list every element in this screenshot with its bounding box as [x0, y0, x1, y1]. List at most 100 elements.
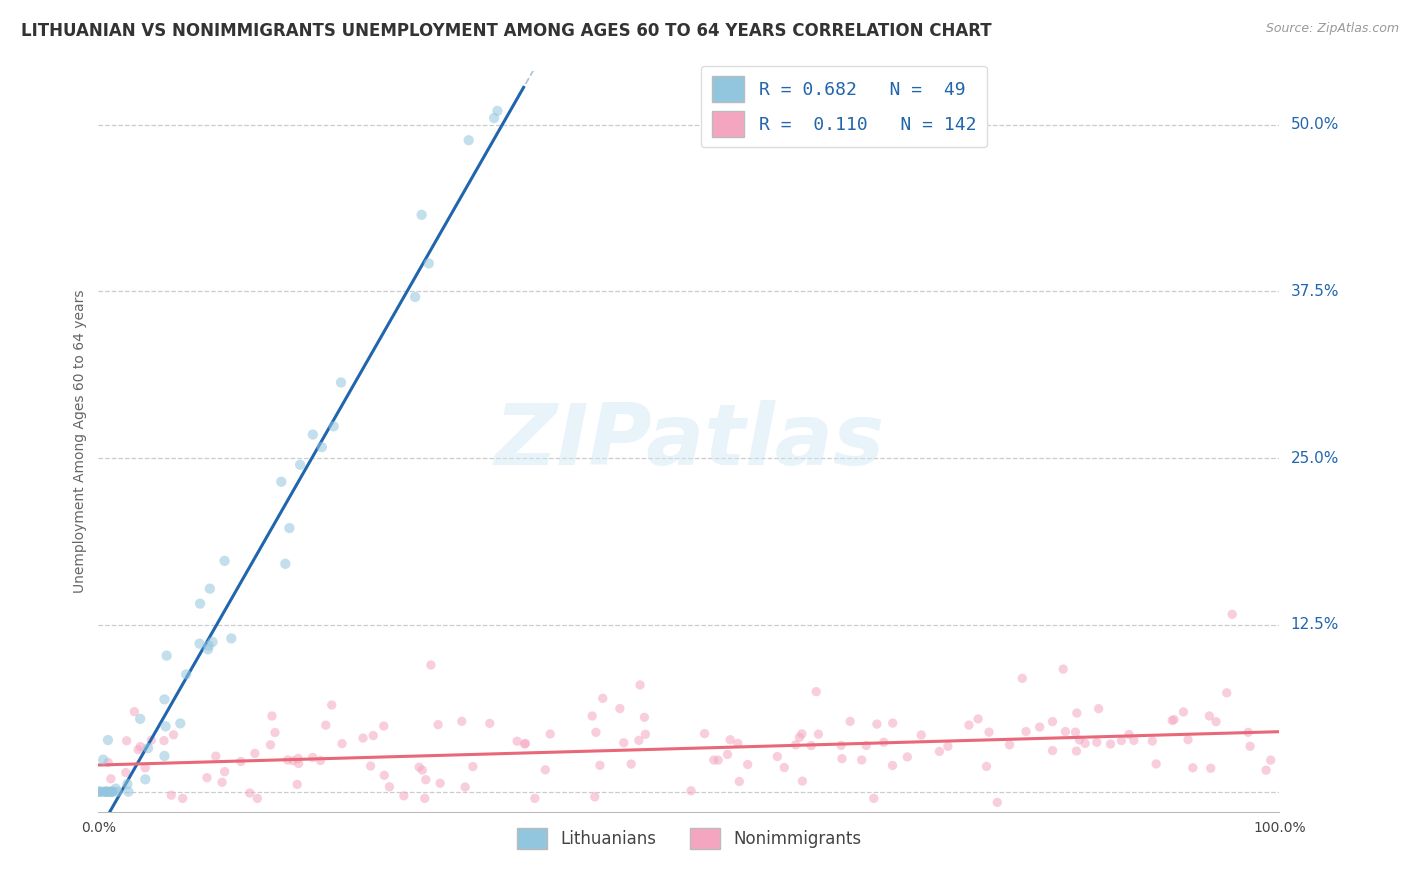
- Point: [1052, 662, 1074, 676]
- Point: [628, 678, 651, 692]
- Point: [855, 739, 877, 753]
- Point: [270, 475, 292, 489]
- Point: [278, 521, 301, 535]
- Point: [322, 419, 344, 434]
- Point: [896, 750, 918, 764]
- Point: [188, 637, 211, 651]
- Point: [352, 731, 374, 745]
- Point: [204, 749, 226, 764]
- Point: [830, 739, 852, 753]
- Point: [486, 103, 509, 118]
- Point: [411, 763, 433, 777]
- Text: Source: ZipAtlas.com: Source: ZipAtlas.com: [1265, 22, 1399, 36]
- Point: [408, 760, 430, 774]
- Point: [172, 791, 194, 805]
- Point: [792, 774, 814, 789]
- Point: [243, 747, 266, 761]
- Point: [129, 712, 152, 726]
- Point: [411, 208, 433, 222]
- Point: [807, 727, 830, 741]
- Point: [936, 739, 959, 754]
- Point: [274, 557, 297, 571]
- Point: [976, 759, 998, 773]
- Point: [221, 632, 243, 646]
- Point: [260, 709, 283, 723]
- Point: [201, 635, 224, 649]
- Point: [957, 718, 980, 732]
- Point: [330, 376, 353, 390]
- Point: [419, 657, 441, 672]
- Point: [360, 759, 382, 773]
- Point: [134, 772, 156, 787]
- Legend: Lithuanians, Nonimmigrants: Lithuanians, Nonimmigrants: [510, 822, 868, 855]
- Point: [718, 732, 741, 747]
- Point: [1118, 727, 1140, 741]
- Point: [785, 738, 807, 752]
- Point: [197, 642, 219, 657]
- Point: [100, 785, 122, 799]
- Point: [404, 290, 426, 304]
- Point: [378, 780, 401, 794]
- Point: [773, 760, 796, 774]
- Point: [97, 756, 120, 770]
- Text: ZIPatlas: ZIPatlas: [494, 400, 884, 483]
- Point: [1144, 756, 1167, 771]
- Point: [1066, 706, 1088, 720]
- Point: [94, 785, 117, 799]
- Point: [418, 256, 440, 270]
- Point: [716, 747, 738, 762]
- Text: 37.5%: 37.5%: [1291, 284, 1339, 299]
- Point: [1237, 725, 1260, 739]
- Point: [986, 796, 1008, 810]
- Point: [264, 725, 287, 739]
- Point: [155, 719, 177, 733]
- Point: [1142, 734, 1164, 748]
- Point: [287, 756, 309, 771]
- Point: [1220, 607, 1243, 622]
- Point: [156, 648, 179, 663]
- Point: [169, 716, 191, 731]
- Point: [134, 761, 156, 775]
- Y-axis label: Unemployment Among Ages 60 to 64 years: Unemployment Among Ages 60 to 64 years: [73, 290, 87, 593]
- Point: [1122, 733, 1144, 747]
- Point: [214, 764, 236, 779]
- Point: [1011, 671, 1033, 685]
- Point: [977, 725, 1000, 739]
- Point: [1216, 686, 1239, 700]
- Point: [707, 753, 730, 767]
- Point: [998, 738, 1021, 752]
- Point: [1254, 763, 1277, 777]
- Point: [839, 714, 862, 729]
- Text: LITHUANIAN VS NONIMMIGRANTS UNEMPLOYMENT AMONG AGES 60 TO 64 YEARS CORRELATION C: LITHUANIAN VS NONIMMIGRANTS UNEMPLOYMENT…: [21, 22, 991, 40]
- Point: [789, 731, 811, 745]
- Point: [581, 709, 603, 723]
- Text: 50.0%: 50.0%: [1291, 117, 1339, 132]
- Point: [737, 757, 759, 772]
- Point: [124, 705, 146, 719]
- Point: [1173, 705, 1195, 719]
- Point: [800, 739, 823, 753]
- Point: [1177, 732, 1199, 747]
- Point: [482, 111, 505, 125]
- Point: [1239, 739, 1261, 754]
- Point: [415, 772, 437, 787]
- Point: [454, 780, 477, 794]
- Point: [330, 737, 353, 751]
- Point: [1198, 709, 1220, 723]
- Point: [1181, 761, 1204, 775]
- Point: [174, 667, 197, 681]
- Point: [91, 753, 114, 767]
- Point: [1085, 735, 1108, 749]
- Point: [1161, 714, 1184, 728]
- Point: [633, 710, 655, 724]
- Point: [1163, 713, 1185, 727]
- Point: [127, 742, 149, 756]
- Point: [427, 717, 450, 731]
- Point: [1066, 744, 1088, 758]
- Point: [1064, 725, 1087, 739]
- Point: [198, 582, 221, 596]
- Point: [515, 736, 537, 750]
- Point: [1074, 736, 1097, 750]
- Point: [1111, 733, 1133, 747]
- Point: [866, 717, 889, 731]
